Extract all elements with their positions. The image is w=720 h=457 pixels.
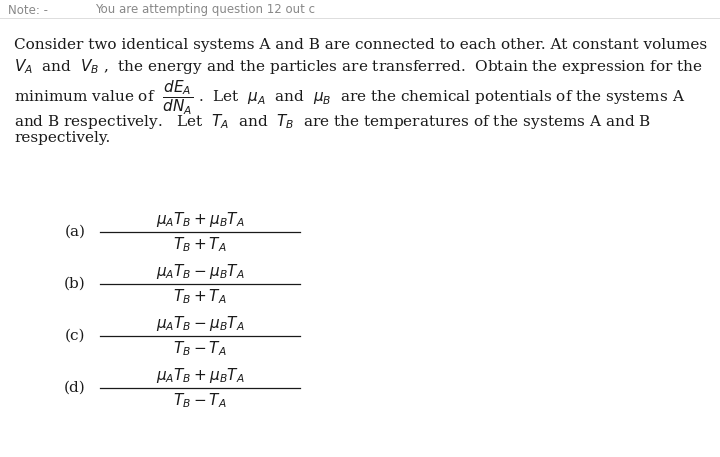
Text: $\mu_A T_B + \mu_B T_A$: $\mu_A T_B + \mu_B T_A$ — [156, 366, 244, 385]
Text: minimum value of  $\dfrac{dE_A}{dN_A}$ .  Let  $\mu_A$  and  $\mu_B$  are the ch: minimum value of $\dfrac{dE_A}{dN_A}$ . … — [14, 79, 685, 117]
Text: $T_B + T_A$: $T_B + T_A$ — [174, 235, 227, 254]
Text: Note: -: Note: - — [8, 4, 48, 16]
Text: (c): (c) — [65, 329, 85, 343]
Text: $\mu_A T_B + \mu_B T_A$: $\mu_A T_B + \mu_B T_A$ — [156, 210, 244, 229]
Text: $T_B - T_A$: $T_B - T_A$ — [174, 339, 227, 358]
Text: $T_B + T_A$: $T_B + T_A$ — [174, 287, 227, 306]
Text: Consider two identical systems A and B are connected to each other. At constant : Consider two identical systems A and B a… — [14, 38, 707, 52]
Text: and B respectively.   Let  $T_A$  and  $T_B$  are the temperatures of the system: and B respectively. Let $T_A$ and $T_B$ … — [14, 112, 651, 131]
Text: $V_A$  and  $V_B$ ,  the energy and the particles are transferred.  Obtain the e: $V_A$ and $V_B$ , the energy and the par… — [14, 57, 703, 76]
Text: (a): (a) — [65, 225, 86, 239]
Text: You are attempting question 12 out c: You are attempting question 12 out c — [95, 4, 315, 16]
Text: $\mu_A T_B - \mu_B T_A$: $\mu_A T_B - \mu_B T_A$ — [156, 262, 244, 281]
Text: (b): (b) — [64, 277, 86, 291]
Text: respectively.: respectively. — [14, 131, 110, 145]
Text: $\mu_A T_B - \mu_B T_A$: $\mu_A T_B - \mu_B T_A$ — [156, 314, 244, 333]
Text: (d): (d) — [64, 381, 86, 395]
Text: $T_B - T_A$: $T_B - T_A$ — [174, 391, 227, 409]
